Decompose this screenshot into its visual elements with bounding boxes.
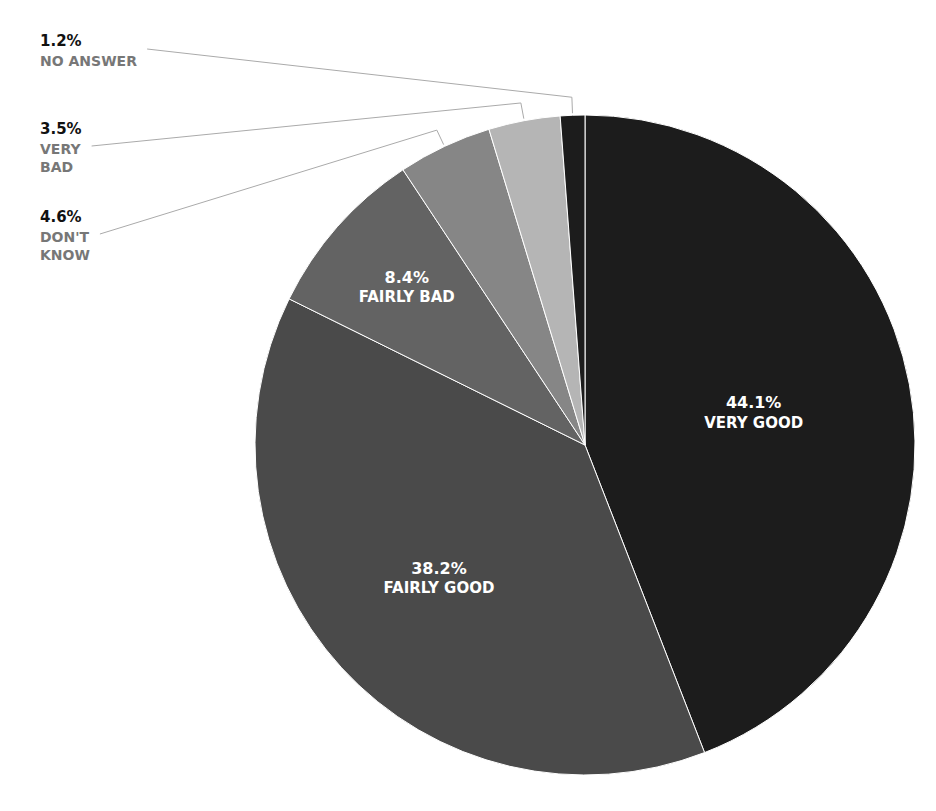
label-line: FAIRLY GOOD [384,579,495,597]
leader-line [100,130,444,234]
label-line: NO ANSWER [40,53,137,69]
slice-value-label: 38.2% [411,559,467,578]
slice-value-label: 4.6% [40,208,82,226]
outside-label: 3.5% VERY BAD [40,103,524,175]
slice-category-label: DON'T KNOW [40,229,90,263]
labels: 44.1%VERY GOOD 38.2%FAIRLY GOOD 8.4%FAIRLY… [40,32,803,597]
outside-label: 1.2% NO ANSWER [40,32,572,113]
label-line: BAD [40,159,73,175]
slices [255,115,915,775]
label-line: KNOW [40,247,90,263]
slice-value-label: 3.5% [40,120,82,138]
label-line: VERY GOOD [704,413,803,431]
slice-category-label: VERY GOOD [704,413,803,431]
label-line: VERY [40,141,81,157]
slice-category-label: NO ANSWER [40,53,137,69]
leader-line [147,49,572,113]
slice-value-label: 8.4% [385,268,429,287]
slice-value-label: 1.2% [40,32,82,50]
slice [489,116,585,445]
slice-category-label: VERY BAD [40,141,81,175]
slice [560,115,585,445]
outside-label: 4.6% DON'T KNOW [40,130,444,263]
slice-value-label: 44.1% [726,393,782,412]
slice-category-label: FAIRLY BAD [359,288,455,306]
leader-line [92,103,524,146]
slice-category-label: FAIRLY GOOD [384,579,495,597]
chart: 44.1%VERY GOOD 38.2%FAIRLY GOOD 8.4%FAIRLY… [0,0,936,811]
label-line: FAIRLY BAD [359,288,455,306]
label-line: DON'T [40,229,90,245]
